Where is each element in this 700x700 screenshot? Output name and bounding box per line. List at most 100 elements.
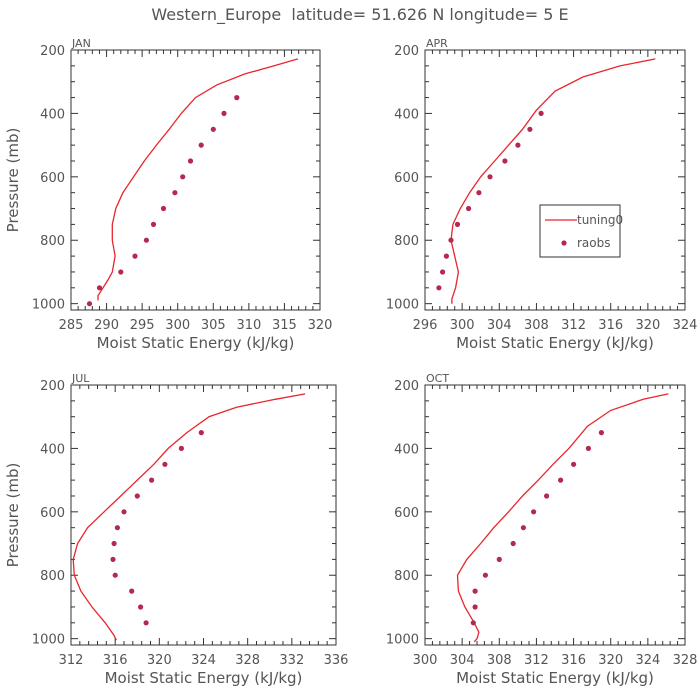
- data-point-raobs: [454, 221, 461, 227]
- data-point-raobs: [436, 285, 442, 291]
- data-point-raobs: [112, 572, 118, 578]
- data-point-raobs: [111, 540, 117, 547]
- y-tick-label: 600: [394, 506, 419, 521]
- data-point-raobs: [448, 237, 454, 243]
- panel-label: JUL: [71, 372, 90, 385]
- data-point-raobs: [476, 190, 482, 196]
- x-tick-label: 315: [272, 318, 297, 333]
- panel-label: APR: [426, 37, 448, 50]
- data-point-raobs: [132, 253, 138, 259]
- data-point-raobs: [544, 493, 550, 499]
- legend: tuning0 raobs: [539, 204, 623, 258]
- data-point-raobs: [134, 493, 140, 499]
- data-point-raobs: [496, 556, 502, 563]
- plot-frame: [70, 49, 321, 311]
- data-point-raobs: [585, 445, 592, 451]
- y-tick-label: 1000: [32, 633, 65, 648]
- x-tick-label: 328: [235, 653, 260, 668]
- data-point-raobs: [598, 430, 605, 436]
- series-line-tuning0: [72, 393, 306, 641]
- data-point-raobs: [520, 525, 527, 531]
- y-tick-label: 400: [40, 442, 65, 457]
- panels: 285 290 295 300 305 310 315 320 200 400 600 800 1000…: [4, 37, 697, 687]
- y-tick-label: 600: [40, 171, 65, 186]
- data-point-raobs: [234, 95, 240, 101]
- series-line-tuning0: [456, 393, 669, 643]
- data-point-raobs: [510, 540, 516, 547]
- x-tick-label: 304: [487, 318, 512, 333]
- data-point-raobs: [198, 430, 204, 436]
- x-tick-label: 308: [487, 653, 512, 668]
- y-tick-label: 800: [40, 569, 65, 584]
- y-tick-label: 200: [394, 379, 419, 394]
- legend-point-swatch: [561, 240, 567, 246]
- y-tick-label: 400: [394, 107, 419, 122]
- y-tick-label: 600: [394, 171, 419, 186]
- x-axis-label: Moist Static Energy (kJ/kg): [456, 334, 654, 352]
- data-point-raobs: [221, 110, 227, 116]
- series-line-tuning0: [97, 58, 299, 301]
- plot-frame: [70, 384, 337, 646]
- y-tick-label: 400: [40, 107, 65, 122]
- x-tick-label: 316: [598, 318, 623, 333]
- x-tick-label: 312: [59, 653, 84, 668]
- data-point-raobs: [149, 477, 155, 483]
- plot-frame: [424, 49, 686, 311]
- data-point-raobs: [210, 126, 216, 132]
- x-tick-label: 324: [191, 653, 216, 668]
- data-point-raobs: [538, 110, 544, 116]
- x-axis-label: Moist Static Energy (kJ/kg): [456, 669, 654, 687]
- y-tick-label: 200: [394, 44, 419, 59]
- legend-entry: raobs: [577, 236, 611, 250]
- data-point-raobs: [172, 190, 178, 196]
- x-tick-label: 304: [450, 653, 475, 668]
- x-tick-label: 300: [165, 318, 190, 333]
- panel-label: JAN: [71, 37, 91, 50]
- x-tick-label: 316: [561, 653, 586, 668]
- y-tick-label: 400: [394, 442, 419, 457]
- data-point-raobs: [527, 126, 533, 132]
- y-tick-label: 1000: [386, 633, 419, 648]
- plot-frame: [424, 384, 686, 646]
- y-tick-label: 1000: [386, 298, 419, 313]
- data-point-raobs: [502, 158, 508, 164]
- y-tick-label: 800: [40, 234, 65, 249]
- data-point-raobs: [143, 620, 149, 626]
- data-point-raobs: [558, 477, 564, 483]
- data-point-raobs: [162, 461, 168, 467]
- data-point-raobs: [96, 285, 103, 291]
- data-point-raobs: [178, 445, 184, 451]
- x-tick-label: 324: [673, 318, 698, 333]
- x-tick-label: 320: [635, 318, 660, 333]
- data-point-raobs: [440, 269, 446, 275]
- x-tick-label: 324: [635, 653, 660, 668]
- x-axis-label: Moist Static Energy (kJ/kg): [105, 669, 303, 687]
- data-point-raobs: [138, 604, 144, 610]
- x-tick-label: 316: [103, 653, 128, 668]
- data-point-raobs: [515, 142, 521, 148]
- data-point-raobs: [86, 301, 93, 307]
- x-tick-label: 300: [450, 318, 475, 333]
- x-tick-label: 312: [561, 318, 586, 333]
- panel-jan: 285 290 295 300 305 310 315 320 200 400 600 800 1000…: [4, 37, 332, 352]
- panel-oct: 300 304 308 312 316 320 324 328 200 400 600 800 1000…: [386, 372, 698, 687]
- x-tick-label: 336: [324, 653, 349, 668]
- x-tick-label: 296: [413, 318, 438, 333]
- data-point-raobs: [466, 205, 472, 212]
- y-axis-label: Pressure (mb): [4, 463, 22, 568]
- x-tick-label: 320: [147, 653, 172, 668]
- data-point-raobs: [187, 158, 194, 164]
- y-tick-label: 800: [394, 234, 419, 249]
- x-tick-label: 285: [59, 318, 84, 333]
- data-point-raobs: [531, 509, 537, 515]
- y-tick-label: 200: [40, 44, 65, 59]
- data-point-raobs: [160, 205, 167, 212]
- x-tick-label: 312: [524, 653, 549, 668]
- data-point-raobs: [118, 269, 124, 275]
- data-point-raobs: [487, 174, 493, 180]
- x-tick-label: 332: [279, 653, 304, 668]
- data-point-raobs: [114, 525, 120, 531]
- x-tick-label: 320: [308, 318, 333, 333]
- x-tick-label: 310: [236, 318, 261, 333]
